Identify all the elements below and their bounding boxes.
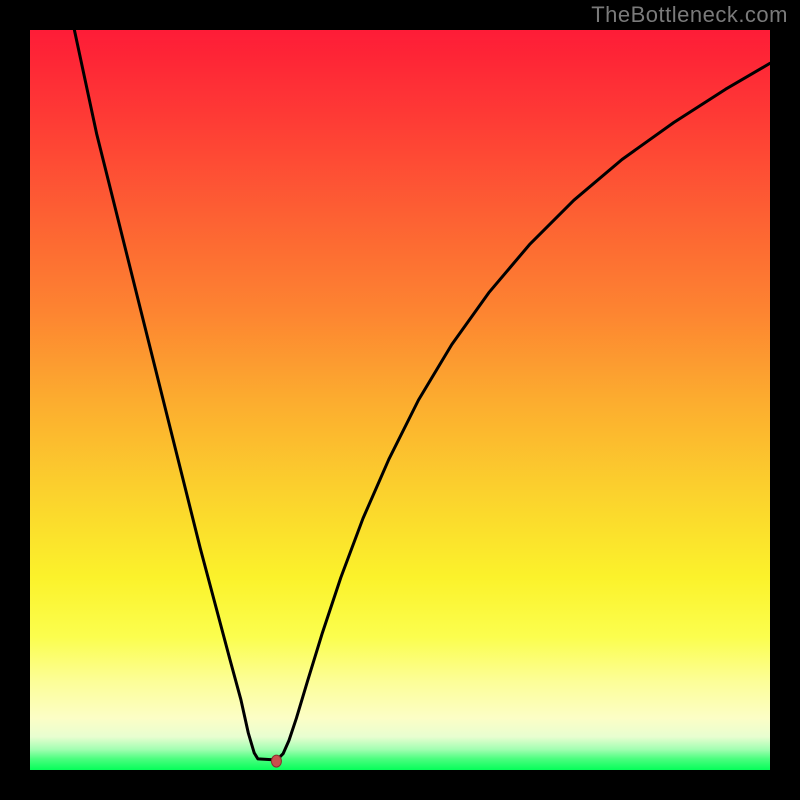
watermark-text: TheBottleneck.com xyxy=(591,2,788,28)
gradient-background xyxy=(30,30,770,770)
minimum-marker xyxy=(271,755,281,767)
plot-area xyxy=(30,30,770,770)
chart-svg xyxy=(30,30,770,770)
chart-container: TheBottleneck.com xyxy=(0,0,800,800)
bottleneck-curve xyxy=(74,30,770,760)
